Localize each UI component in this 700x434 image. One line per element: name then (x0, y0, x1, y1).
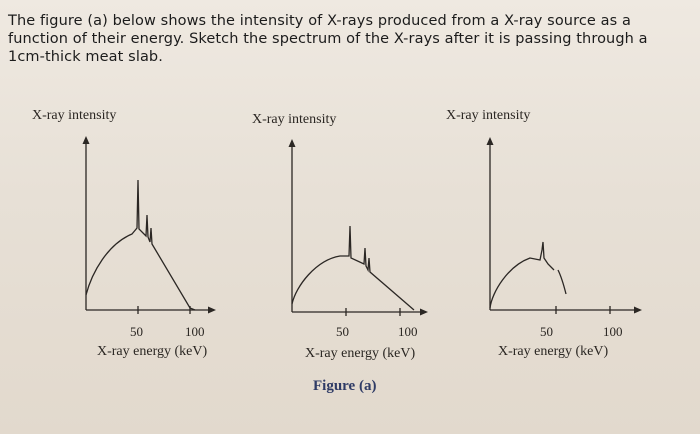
x-axis-arrow (420, 308, 428, 316)
attenuated-curve (489, 241, 555, 309)
spectrum-curve (85, 179, 196, 311)
question-text: The figure (a) below shows the intensity… (8, 13, 648, 65)
tick-label-100: 100 (185, 324, 205, 339)
tick-label-50: 50 (336, 324, 349, 339)
tick-label-100: 100 (398, 324, 418, 339)
spectrum-plot-2 (288, 139, 428, 316)
attenuated-tail (557, 269, 567, 295)
spectrum-plot-3 (486, 137, 642, 314)
tick-label-100: 100 (603, 324, 623, 339)
y-axis-arrow (486, 137, 494, 145)
spectrum-curve (291, 225, 415, 311)
x-axis-arrow (634, 306, 642, 314)
x-axis-label: X-ray energy (keV) (498, 344, 609, 359)
x-axis-arrow (208, 306, 216, 314)
figure-caption: Figure (a) (313, 378, 377, 394)
x-axis-label: X-ray energy (keV) (97, 344, 208, 359)
y-axis-label: X-ray intensity (446, 108, 531, 123)
y-axis-label: X-ray intensity (252, 112, 337, 127)
spectrum-plot-1 (82, 136, 216, 314)
x-axis-label: X-ray energy (keV) (305, 346, 416, 361)
tick-label-50: 50 (540, 324, 553, 339)
y-axis-arrow (82, 136, 90, 144)
figure-a: X-ray intensity 50 100 X-ray energy (keV… (0, 90, 700, 434)
y-axis-label: X-ray intensity (32, 108, 117, 123)
y-axis-arrow (288, 139, 296, 147)
tick-label-50: 50 (130, 324, 143, 339)
